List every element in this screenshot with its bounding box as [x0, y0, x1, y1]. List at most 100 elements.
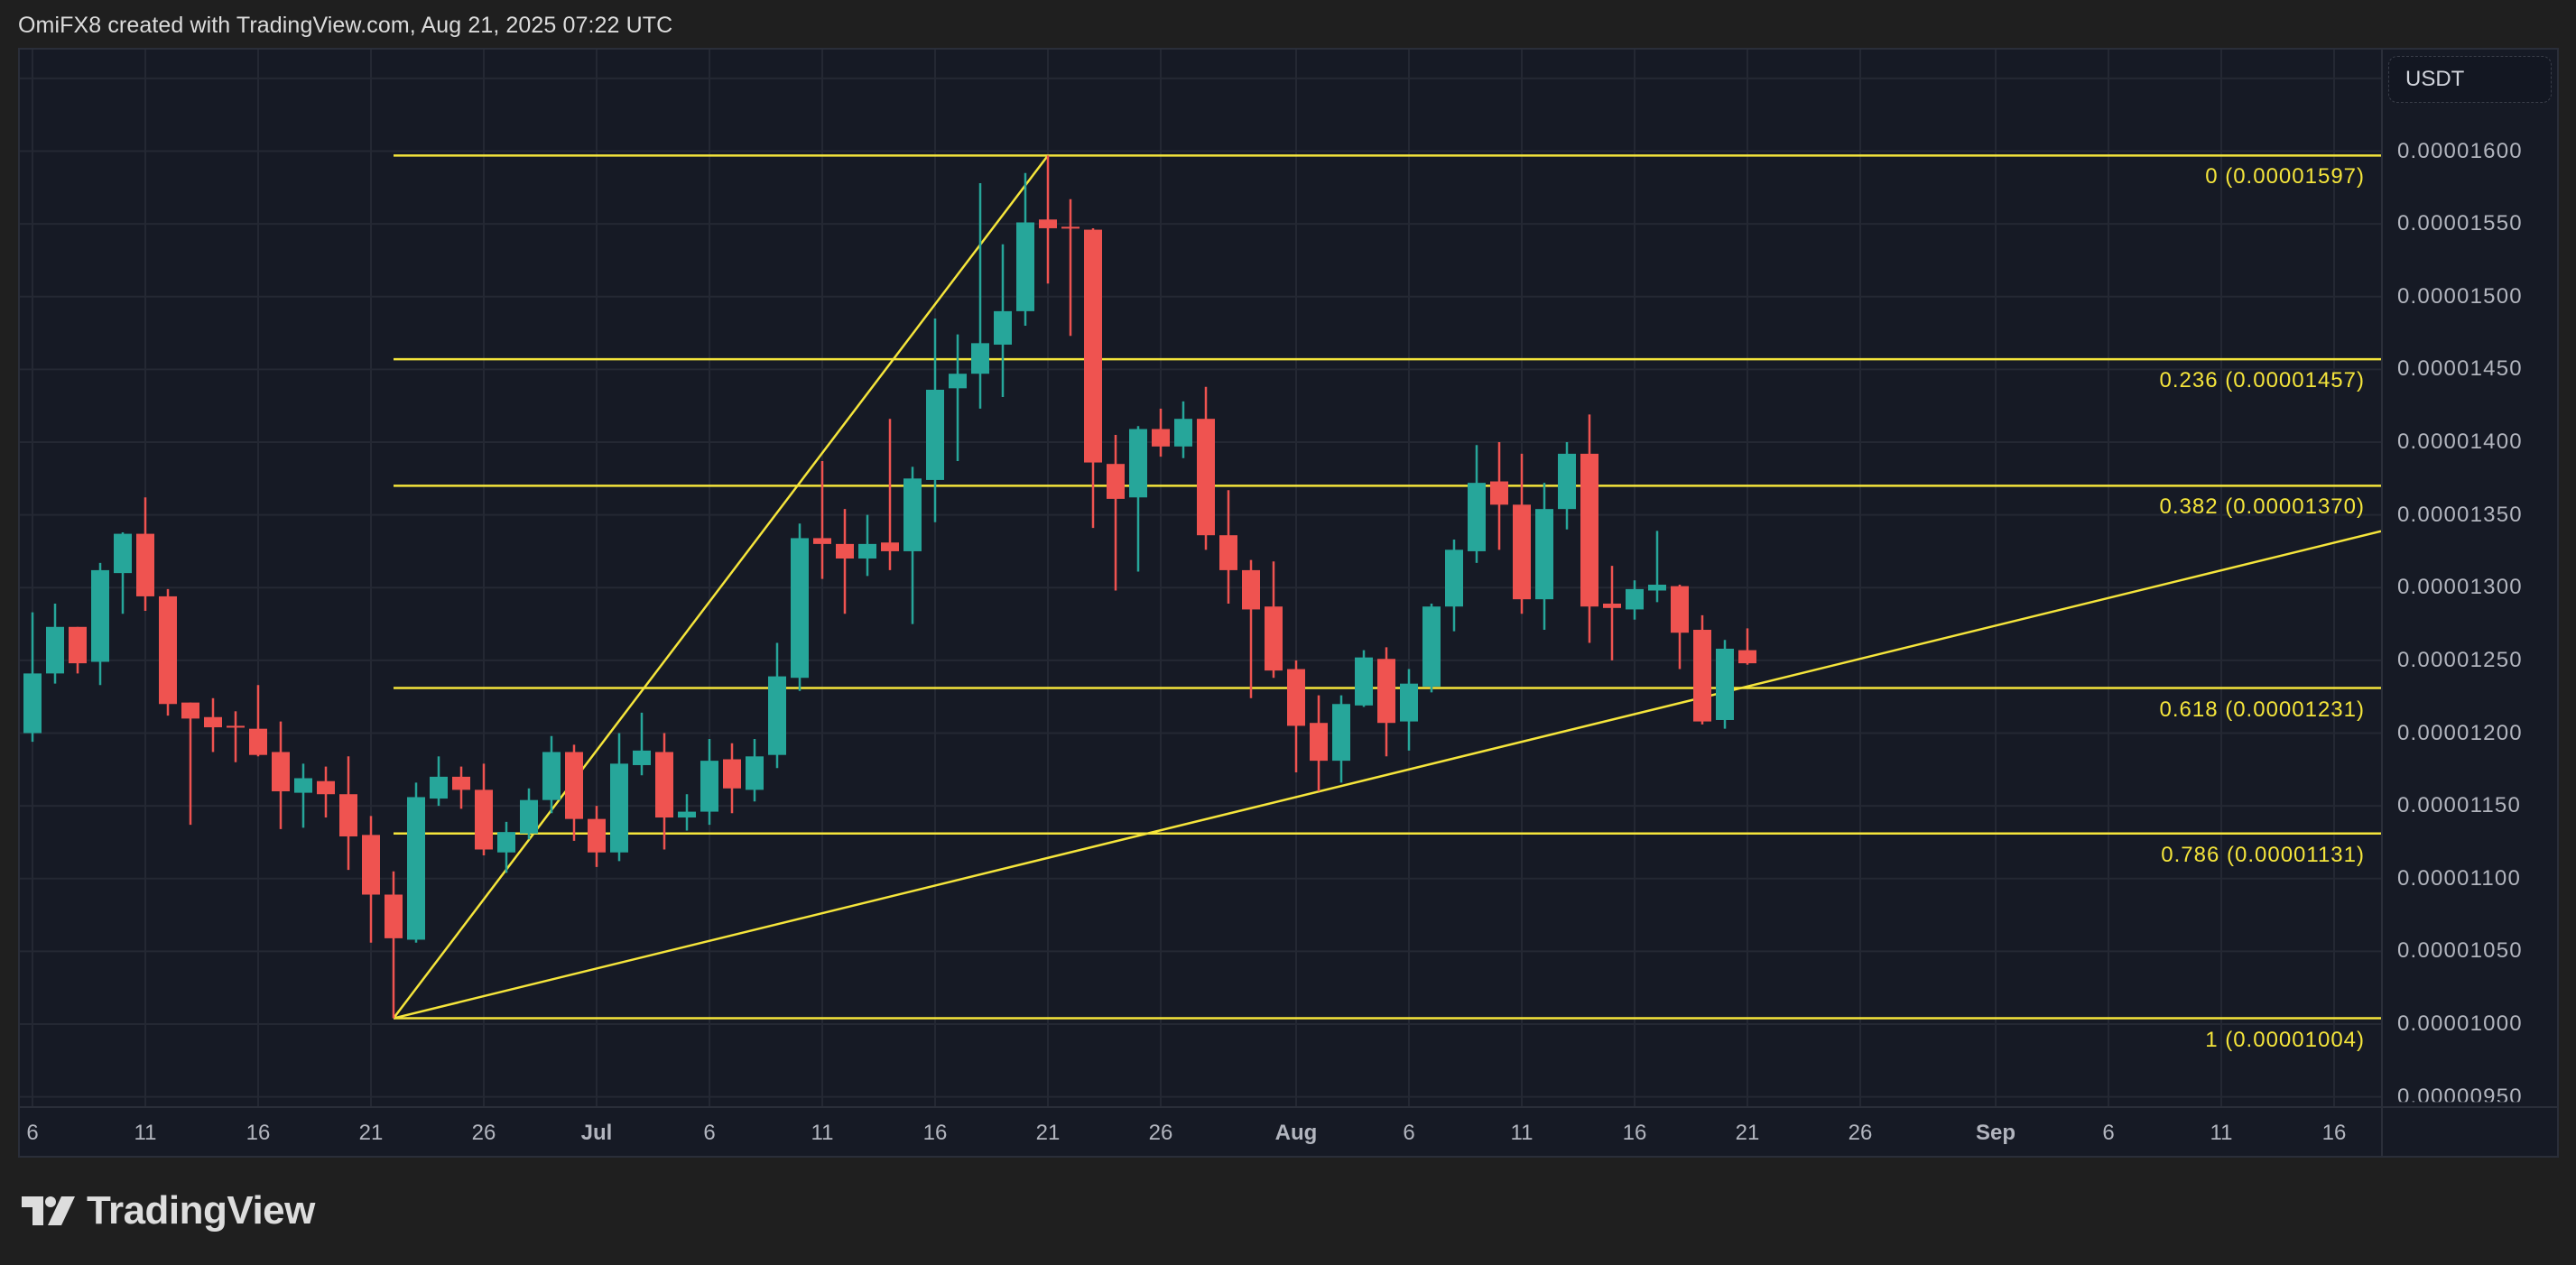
candle-body-up: [971, 343, 989, 374]
candle-body-down: [204, 716, 222, 728]
candle-body-up: [1016, 222, 1034, 311]
price-axis-label: 0.00001350: [2397, 502, 2523, 527]
candle-body-up: [520, 799, 538, 834]
tradingview-logo[interactable]: TradingView: [22, 1188, 315, 1233]
candle-body-up: [23, 673, 42, 734]
fib-level-label: 0.382 (0.00001370): [2159, 494, 2365, 520]
time-axis-label: 26: [1848, 1121, 1873, 1145]
candle-body-up: [768, 676, 786, 755]
time-axis-label: 26: [471, 1121, 496, 1145]
candle-body-up: [91, 569, 109, 662]
candle-body-up: [1400, 683, 1418, 722]
candle-body-up: [1445, 549, 1463, 607]
candle-body-up: [1332, 704, 1350, 762]
candle-body-down: [1693, 630, 1711, 722]
ascending-trendline: [393, 530, 2381, 1020]
candle-body-up: [1422, 606, 1441, 687]
time-axis-label: Jul: [580, 1121, 613, 1145]
chart-attribution-title: OmiFX8 created with TradingView.com, Aug…: [18, 13, 673, 38]
time-axis-label: 21: [1035, 1121, 1061, 1145]
candle-body-up: [1174, 419, 1192, 447]
candle-body-down: [723, 759, 741, 789]
price-axis-label: 0.00001000: [2397, 1011, 2523, 1036]
candle-body-up: [994, 310, 1012, 345]
candle-body-up: [903, 478, 922, 551]
price-axis-label: 0.00001200: [2397, 720, 2523, 745]
candle-body-up: [114, 533, 132, 574]
candle-body-down: [1061, 226, 1080, 229]
candle-body-down: [1197, 419, 1215, 536]
candle-body-down: [1219, 535, 1237, 570]
candle-body-down: [385, 894, 403, 938]
candle-body-down: [1738, 650, 1756, 664]
candle-body-up: [700, 761, 718, 812]
price-axis-label: 0.00001600: [2397, 138, 2523, 163]
candle-body-down: [1603, 603, 1621, 608]
candle-body-down: [339, 794, 357, 836]
candle-body-down: [836, 543, 854, 559]
candle-body-up: [46, 626, 64, 674]
candle-body-up: [294, 778, 312, 793]
price-axis-label: 0.00001050: [2397, 938, 2523, 964]
time-axis-label: 21: [1735, 1121, 1760, 1145]
time-axis-label: Aug: [1274, 1121, 1318, 1145]
time-axis-label: 6: [2102, 1121, 2115, 1145]
candle-body-down: [565, 752, 583, 819]
candle-body-down: [1490, 481, 1508, 505]
candle-body-down: [317, 780, 335, 795]
candle-body-down: [1265, 606, 1283, 671]
fib-level-label: 0.786 (0.00001131): [2161, 842, 2365, 867]
price-axis-label: 0.00000950: [2397, 1084, 2523, 1109]
candle-body-up: [858, 543, 876, 559]
candle-body-down: [1671, 586, 1689, 633]
candle-body-up: [1558, 453, 1576, 510]
candle-body-down: [1513, 504, 1531, 600]
candle-body-down: [136, 533, 154, 596]
candle-body-up: [407, 797, 425, 940]
candle-body-down: [69, 626, 87, 664]
candle-body-down: [452, 776, 470, 790]
candle-body-up: [1626, 588, 1644, 610]
time-axis-label: 11: [1510, 1121, 1534, 1145]
candle-body-down: [1152, 429, 1170, 447]
price-axis-label: 0.00001250: [2397, 647, 2523, 672]
currency-selector[interactable]: USDT: [2388, 56, 2552, 103]
candle-body-up: [430, 776, 448, 799]
candle-body-down: [655, 752, 673, 818]
time-axis-label: 16: [1622, 1121, 1647, 1145]
time-axis-label: 11: [2210, 1121, 2233, 1145]
time-axis-label: 26: [1148, 1121, 1173, 1145]
candle-body-down: [159, 596, 177, 705]
tradingview-logo-text: TradingView: [87, 1188, 315, 1233]
candle-body-up: [746, 756, 764, 790]
chart-panel[interactable]: [18, 48, 2559, 1158]
candle-body-up: [633, 750, 651, 765]
candle-body-down: [1039, 219, 1057, 228]
price-axis-label: 0.00001500: [2397, 283, 2523, 309]
candle-body-down: [1084, 229, 1102, 463]
candle-body-down: [1242, 569, 1260, 610]
plot-area[interactable]: [20, 50, 2381, 1106]
candle-body-up: [1716, 648, 1734, 720]
price-axis-label: 0.00001400: [2397, 429, 2523, 454]
time-axis-label: 11: [134, 1121, 157, 1145]
time-axis-label: 6: [1403, 1121, 1415, 1145]
candle-body-down: [1580, 453, 1598, 607]
candle-body-up: [1129, 429, 1147, 498]
candle-body-up: [791, 538, 809, 679]
time-axis-label: 16: [246, 1121, 271, 1145]
candle-body-up: [678, 811, 696, 818]
candle-body-down: [1107, 464, 1125, 499]
candle-body-up: [1468, 483, 1486, 551]
fib-level-label: 0 (0.00001597): [2205, 164, 2365, 189]
price-axis-label: 0.00001300: [2397, 575, 2523, 600]
candle-body-down: [1377, 659, 1395, 724]
time-axis-label: 11: [811, 1121, 834, 1145]
candle-body-down: [272, 752, 290, 791]
candle-body-down: [475, 789, 493, 850]
candle-body-down: [813, 538, 831, 544]
candle-body-up: [949, 374, 967, 389]
candle-body-up: [610, 763, 628, 853]
fib-level-label: 1 (0.00001004): [2205, 1027, 2365, 1052]
